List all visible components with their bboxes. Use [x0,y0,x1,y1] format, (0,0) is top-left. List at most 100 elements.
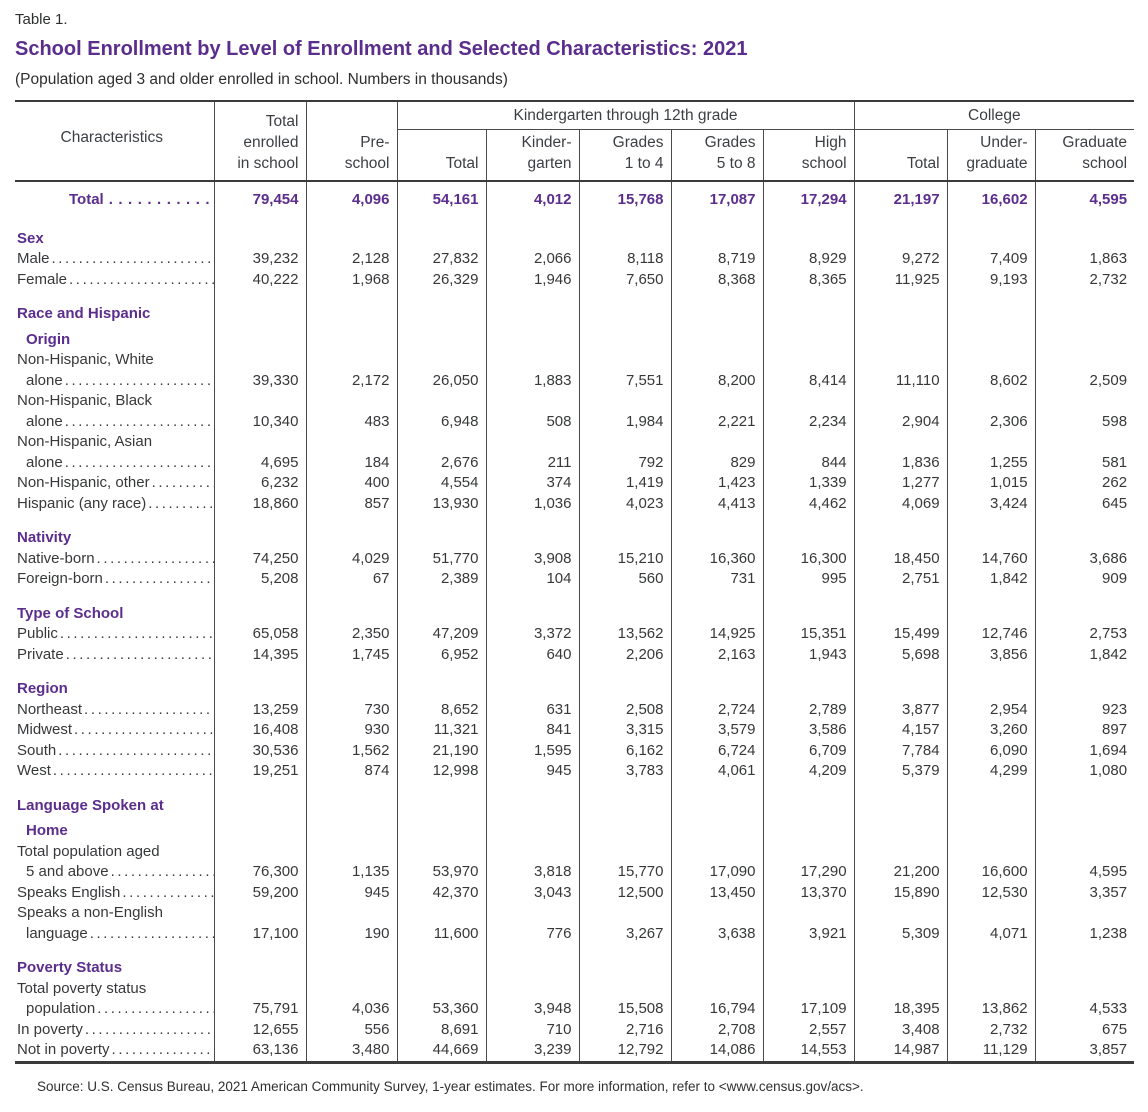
data-cell: 6,162 [578,740,671,761]
data-cell [213,679,306,700]
section-heading-row: Race and Hispanic Origin [15,304,1135,350]
section-heading-row: Language Spoken at Home [15,795,1135,842]
row-label-line: West [17,761,214,782]
column-header-k12-total: Total [396,129,486,182]
data-cell [670,679,763,700]
leader-dots [146,494,213,515]
data-cell [762,290,855,304]
leader-dots [63,371,214,392]
data-cell [485,665,579,679]
data-cell: 9,193 [946,269,1036,290]
data-cell: 13,862 [946,978,1036,1020]
data-cell: 16,360 [670,548,763,569]
data-cell [1034,958,1135,979]
data-cell: 556 [305,1019,397,1040]
table-row: Hispanic (any race)18,86085713,9301,0364… [15,493,1135,515]
data-cell: 4,069 [853,493,948,514]
spacer-cell [15,782,214,796]
data-cell: 4,157 [853,720,948,741]
data-cell [670,589,763,604]
data-cell: 3,480 [305,1040,397,1064]
data-cell [1034,228,1135,249]
data-cell: 79,454 [213,181,306,215]
data-cell: 13,370 [762,882,855,903]
spacer-cell [15,665,214,679]
data-cell: 945 [305,882,397,903]
data-cell: 16,794 [670,978,763,1020]
data-cell: 2,172 [305,350,397,391]
data-cell: 1,562 [305,740,397,761]
data-cell: 8,652 [396,699,486,720]
row-label-line: Total poverty status [17,979,147,997]
data-cell: 9,272 [853,249,948,270]
group-header-k12: Kindergarten through 12th grade [396,100,855,130]
data-cell [578,795,671,842]
data-cell [396,589,486,604]
data-cell [305,589,397,604]
data-cell [213,795,306,842]
data-cell [1034,214,1135,229]
data-cell: 190 [305,903,397,944]
data-cell [213,665,306,679]
row-label-line: Public [17,624,214,645]
data-cell: 2,732 [1034,269,1135,290]
row-label-cell: Speaks English [15,883,214,904]
column-header-grades-5-8: Grades 5 to 8 [670,129,763,182]
data-cell: 21,200 [853,841,948,883]
data-cell: 1,863 [1034,249,1135,270]
row-label-line: Female [17,270,214,291]
data-cell [485,290,579,304]
data-cell: 21,190 [396,740,486,761]
data-cell [762,665,855,679]
row-label-line: Speaks a non-English [17,904,163,921]
data-cell: 995 [762,569,855,590]
data-cell [853,795,948,842]
data-cell: 930 [305,720,397,741]
data-cell [762,528,855,549]
data-cell: 3,877 [853,699,948,720]
section-heading-line: Type of School [17,604,124,622]
data-cell: 16,408 [213,720,306,741]
data-cell: 12,998 [396,761,486,782]
table-row: Non-Hispanic, Black alone 10,3404836,94850… [15,391,1135,432]
data-cell: 6,232 [213,473,306,494]
row-label-line: language [17,924,214,945]
total-row: Total79,4544,09654,1614,01215,76817,0871… [15,181,1135,215]
data-cell [485,514,579,528]
data-cell [578,514,671,528]
data-cell [396,528,486,549]
leader-dots [95,999,213,1020]
data-cell: 59,200 [213,882,306,903]
column-header-high-school: High school [762,129,855,182]
data-cell: 11,600 [396,903,486,944]
data-cell [485,228,579,249]
data-cell: 1,943 [762,644,855,665]
data-cell [213,514,306,528]
data-cell: 14,925 [670,624,763,645]
data-cell [946,958,1036,979]
data-cell [853,958,948,979]
data-cell: 3,921 [762,903,855,944]
data-cell [853,304,948,350]
data-cell [670,944,763,958]
section-heading-line: Region [17,680,68,697]
group-header-college: College [853,100,1135,130]
data-cell [396,514,486,528]
data-cell [1034,528,1135,549]
data-cell [946,589,1036,604]
row-label-text: alone [26,412,63,430]
data-cell [946,795,1036,842]
data-cell: 17,294 [762,181,855,215]
data-cell: 631 [485,699,579,720]
data-cell: 39,232 [213,249,306,270]
data-cell: 6,090 [946,740,1036,761]
data-cell: 21,197 [853,181,948,215]
section-heading-line: Race and Hispanic [17,305,151,322]
data-cell [946,528,1036,549]
data-cell: 3,948 [485,978,579,1020]
row-label-line: Foreign-born [17,569,214,590]
row-label-cell: West [15,761,214,782]
data-cell [396,304,486,350]
column-header-college-total: Total [853,129,948,182]
data-cell: 17,290 [762,841,855,883]
